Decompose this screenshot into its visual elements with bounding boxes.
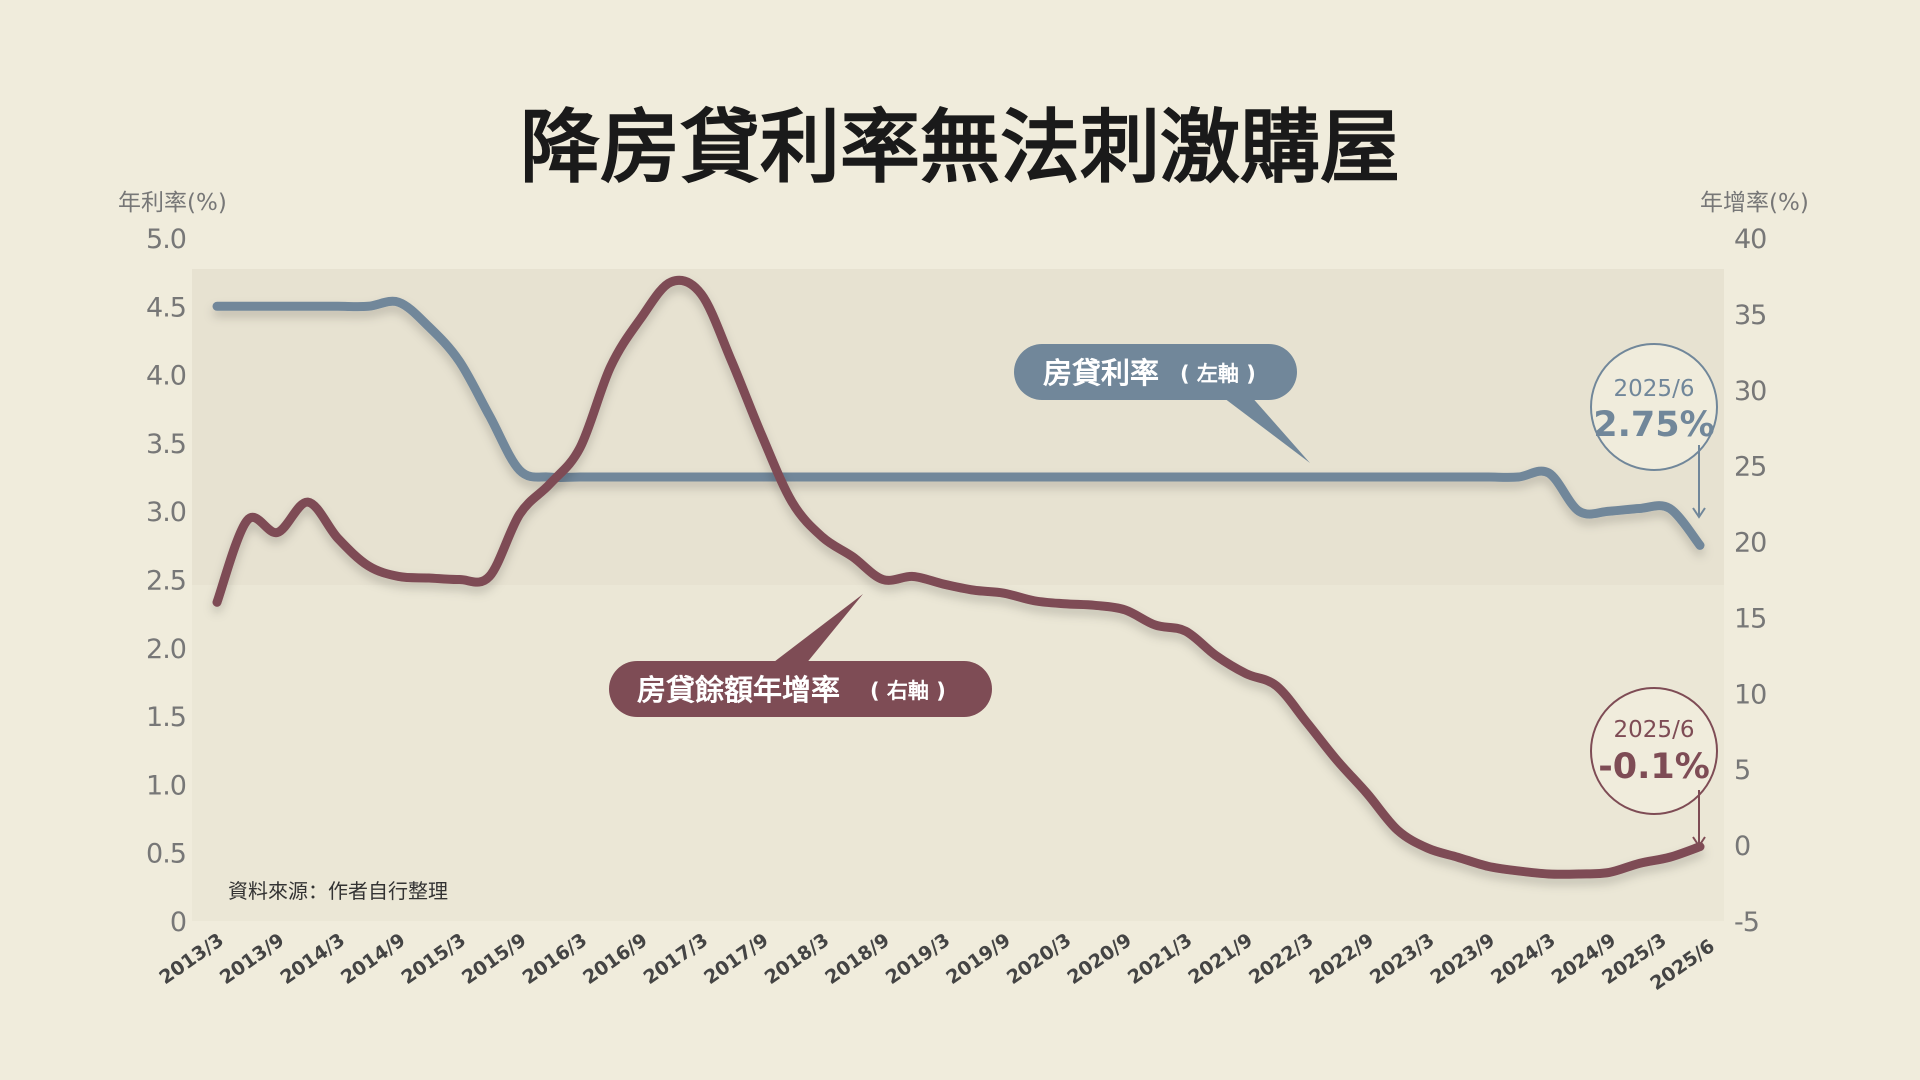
left-y-tick: 1.5 [146, 702, 186, 733]
growth-annotation-date: 2025/6 [1614, 717, 1695, 743]
rate-annotation-date: 2025/6 [1614, 376, 1695, 402]
right-y-tick: -5 [1734, 907, 1759, 938]
x-tick: 2013/3 [155, 929, 227, 989]
growth-line [212, 275, 1705, 879]
rate-arrowhead-icon [1692, 507, 1706, 519]
left-y-tick: 4.0 [146, 361, 186, 392]
x-tick: 2019/3 [882, 929, 954, 989]
plot-shaded-band [192, 269, 1724, 585]
source-note: 資料來源：作者自行整理 [228, 879, 448, 903]
right-y-tick: 20 [1734, 528, 1766, 559]
x-tick: 2017/3 [640, 929, 712, 989]
right-axis-title: 年增率(%) [1700, 190, 1809, 216]
x-tick: 2023/9 [1427, 929, 1499, 989]
left-y-tick: 0 [170, 907, 186, 938]
x-tick: 2016/3 [519, 929, 591, 989]
x-tick: 2018/3 [761, 929, 833, 989]
rate-line [212, 296, 1705, 550]
growth-label-bubble [609, 661, 992, 717]
x-tick: 2013/9 [216, 929, 288, 989]
rate-series-label: 房貸利率 ( 左軸 ) [1014, 344, 1310, 463]
left-y-tick: 1.0 [146, 770, 186, 801]
left-y-tick: 3.5 [146, 429, 186, 460]
chart-title: 降房貸利率無法刺激購屋 [520, 101, 1400, 194]
growth-annotation: 2025/6 -0.1% [1590, 687, 1718, 848]
x-tick: 2022/9 [1305, 929, 1377, 989]
growth-label-pointer [770, 594, 863, 665]
right-y-tick: 40 [1734, 224, 1766, 255]
x-tick: 2021/9 [1184, 929, 1256, 989]
x-tick: 2020/3 [1003, 929, 1075, 989]
left-y-tick: 5.0 [146, 224, 186, 255]
x-tick: 2018/9 [821, 929, 893, 989]
x-tick: 2021/3 [1124, 929, 1196, 989]
x-tick: 2014/9 [337, 929, 409, 989]
x-tick: 2017/9 [700, 929, 772, 989]
x-tick: 2015/9 [458, 929, 530, 989]
rate-label-bubble [1014, 344, 1297, 400]
x-tick: 2019/9 [942, 929, 1014, 989]
x-tick: 2014/3 [276, 929, 348, 989]
x-tick: 2023/3 [1366, 929, 1438, 989]
rate-label-text: 房貸利率 [1043, 356, 1159, 390]
growth-label-axis-note: ( 右軸 ) [870, 679, 946, 703]
rate-label-pointer [1220, 395, 1310, 463]
left-y-tick: 4.5 [146, 292, 186, 323]
rate-annotation-value: 2.75% [1593, 405, 1714, 445]
growth-arrowhead-icon [1692, 836, 1706, 848]
left-y-tick: 2.0 [146, 634, 186, 665]
growth-label-text: 房貸餘額年增率 [637, 673, 840, 707]
rate-annotation: 2025/6 2.75% [1590, 343, 1718, 519]
x-tick: 2015/3 [398, 929, 470, 989]
right-y-tick: 15 [1734, 603, 1766, 634]
right-y-tick: 25 [1734, 452, 1766, 483]
x-tick: 2020/9 [1063, 929, 1135, 989]
growth-annotation-circle [1590, 687, 1718, 815]
left-y-tick: 2.5 [146, 566, 186, 597]
x-tick: 2024/3 [1487, 929, 1559, 989]
growth-annotation-value: -0.1% [1598, 747, 1710, 787]
left-axis-title: 年利率(%) [118, 190, 227, 216]
left-y-tick: 0.5 [146, 839, 186, 870]
right-y-tick: 35 [1734, 300, 1766, 331]
growth-series-label: 房貸餘額年增率 ( 右軸 ) [609, 594, 992, 717]
x-tick: 2016/9 [579, 929, 651, 989]
right-y-tick: 0 [1734, 831, 1750, 862]
rate-annotation-circle [1590, 343, 1718, 471]
right-y-tick: 30 [1734, 376, 1766, 407]
x-tick: 2022/3 [1245, 929, 1317, 989]
rate-label-axis-note: ( 左軸 ) [1180, 362, 1256, 386]
right-y-tick: 10 [1734, 679, 1766, 710]
left-y-tick: 3.0 [146, 497, 186, 528]
right-y-tick: 5 [1734, 755, 1750, 786]
